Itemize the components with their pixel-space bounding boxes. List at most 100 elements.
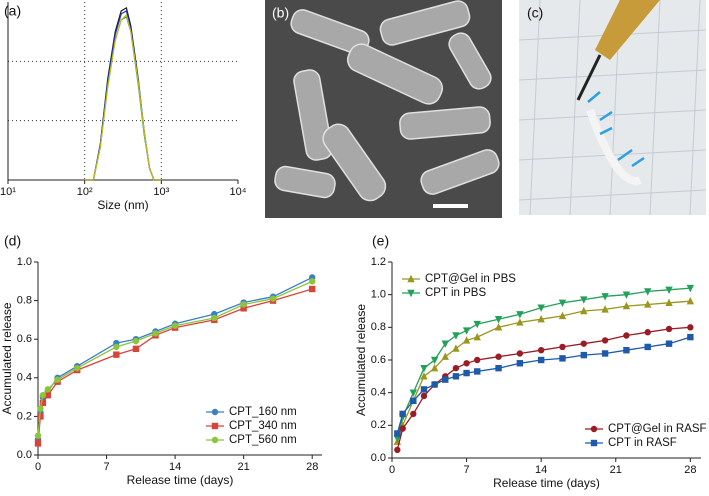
marker [473,332,481,341]
marker [393,435,402,443]
marker [34,432,42,439]
series-line [84,13,162,181]
marker [407,289,415,298]
marker [494,315,503,324]
marker [462,336,471,344]
series-line [84,15,162,181]
marker [420,364,428,373]
marker [516,311,524,319]
series-line [84,9,162,181]
marker [537,356,545,364]
marker [452,373,460,380]
marker [211,436,219,444]
y-tick-label: 0.0 [17,449,32,461]
y-tick-label: 0.2 [17,410,32,422]
y-tick-label: 0.4 [17,372,32,384]
panel-label: (d) [4,233,21,249]
y-tick-label: 1.0 [371,289,386,301]
marker [644,300,652,308]
marker [54,376,61,383]
marker [44,391,51,399]
y-tick-label: 0.8 [17,295,32,307]
marker [452,364,460,372]
marker [309,278,316,285]
x-tick-label: 28 [684,464,696,476]
marker [462,327,471,335]
marker [410,397,417,405]
marker [590,439,598,447]
marker [211,422,219,430]
marker [623,347,630,354]
x-axis-title: Release time (days) [493,476,600,490]
marker [39,399,47,407]
marker [452,332,460,340]
marker [601,337,609,344]
marker [37,405,44,412]
marker [430,363,439,372]
series-line [84,6,162,181]
marker [559,355,566,362]
marker [420,372,428,380]
marker [309,285,316,293]
series-line [396,287,691,439]
marker [409,389,418,397]
marker [580,351,587,359]
marker [39,391,47,399]
legend-label: CPT@Gel in PBS [425,273,516,285]
marker [580,306,588,315]
marker [495,364,502,372]
marker [463,360,470,367]
y-axis-title: Accumulated release [354,304,368,416]
x-tick-label: 0 [389,464,395,476]
marker [399,425,406,432]
marker [430,356,439,365]
marker [113,351,120,358]
marker [622,301,631,310]
marker [34,440,42,447]
marker [441,340,449,348]
marker [473,320,481,329]
y-tick-label: 0.2 [371,419,386,431]
marker [516,350,524,357]
y-tick-label: 0.6 [17,333,32,345]
gel-photo [518,0,707,216]
y-tick-label: 0.4 [371,387,386,399]
marker [665,286,673,294]
x-tick-label: 10³ [153,186,169,198]
panel-label: (a) [4,3,21,19]
marker [665,340,673,347]
marker [420,386,428,393]
x-tick-label: 10² [77,186,93,198]
marker [211,408,219,416]
x-tick-label: 21 [610,464,622,476]
x-tick-label: 14 [169,461,181,473]
x-tick-label: 7 [464,464,470,476]
marker [494,323,503,331]
legend-label: CPT_340 nm [229,420,297,432]
marker [452,344,460,352]
marker [537,347,545,354]
y-tick-label: 0.8 [371,321,386,333]
legend-label: CPT_560 nm [229,434,297,446]
marker [559,343,566,351]
marker [431,381,438,388]
marker [474,368,481,375]
marker [407,274,415,283]
panel-label: (e) [372,233,389,249]
marker [441,352,449,360]
marker [420,392,428,400]
marker [687,333,694,341]
marker [580,296,588,304]
marker [686,297,695,305]
marker [394,430,401,437]
y-tick-label: 1.0 [17,256,32,268]
marker [171,322,179,329]
marker [399,410,406,418]
marker [113,343,120,351]
x-tick-label: 21 [238,461,250,473]
legend-label: CPT_160 nm [229,406,297,418]
y-tick-label: 0.0 [371,452,386,464]
marker [601,305,609,313]
marker [644,329,651,336]
